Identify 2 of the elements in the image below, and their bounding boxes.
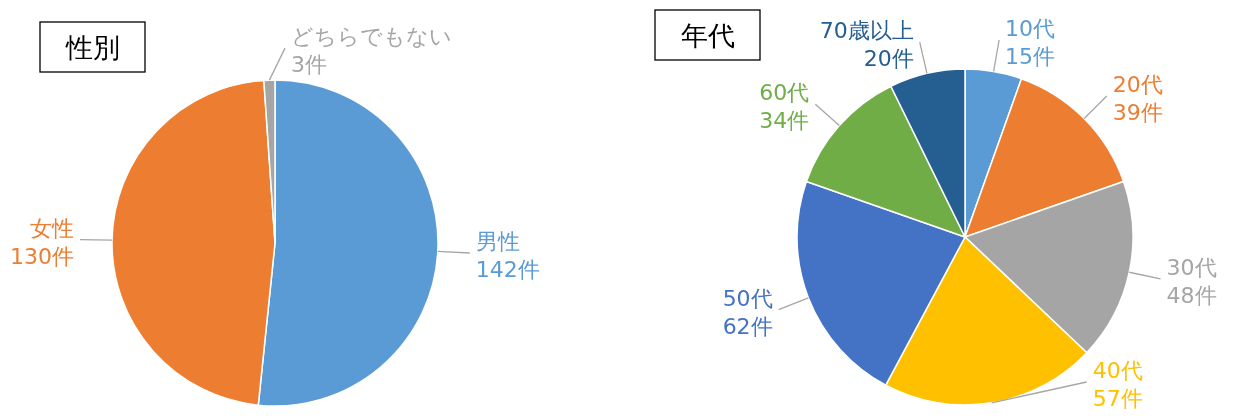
title: 性別	[65, 32, 120, 63]
title: 年代	[680, 20, 735, 51]
